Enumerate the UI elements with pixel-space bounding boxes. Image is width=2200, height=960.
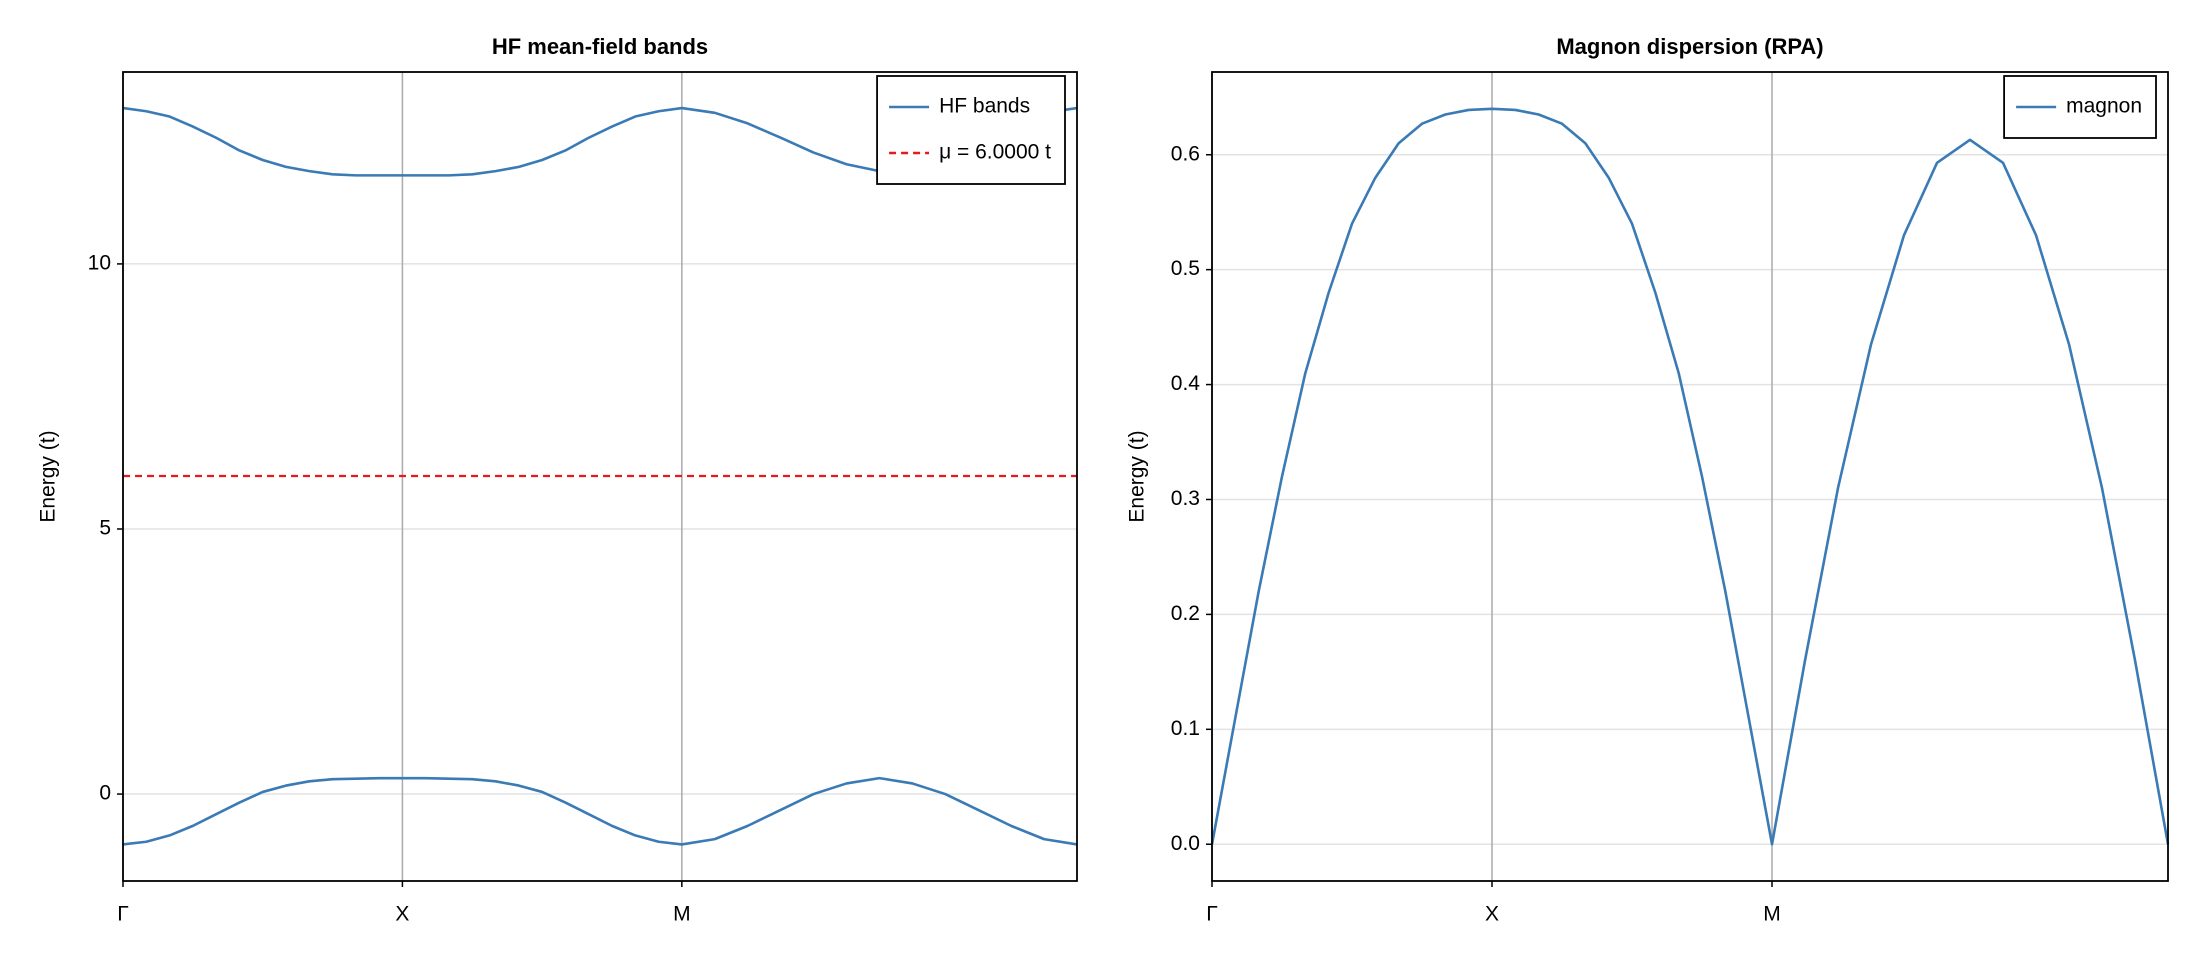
legend-label: μ = 6.0000 t (939, 141, 1051, 164)
panel: HF mean-field bands Energy (t) 0 5 10 Γ X M HF b… (37, 34, 1078, 926)
y-tick-label: 0.2 (1171, 602, 1200, 625)
legend-label: HF bands (939, 95, 1030, 118)
x-tick-label: Γ (1206, 903, 1218, 926)
x-tick-label: X (1485, 903, 1499, 926)
y-tick-label: 0.6 (1171, 142, 1200, 165)
plot-frame (1211, 71, 2169, 882)
y-tick-label: 5 (99, 517, 111, 540)
legend-box (876, 75, 1066, 185)
y-tick-label: 0.1 (1171, 717, 1200, 740)
y-axis-label: Energy (t) (1126, 430, 1149, 522)
y-tick-label: 0.0 (1171, 832, 1200, 855)
legend-label: magnon (2066, 95, 2142, 118)
y-tick-label: 0.3 (1171, 487, 1200, 510)
x-tick-label: M (1763, 903, 1781, 926)
series-line (122, 776, 1078, 846)
series-line (1210, 107, 2170, 846)
chart-title: Magnon dispersion (RPA) (1556, 34, 1823, 59)
y-axis-label: Energy (t) (37, 430, 60, 522)
x-tick-label: M (673, 903, 691, 926)
y-tick-label: 10 (88, 251, 111, 274)
plot-frame (122, 71, 1078, 882)
y-tick-label: 0 (99, 782, 111, 805)
x-tick-label: Γ (117, 903, 129, 926)
panel: Magnon dispersion (RPA) Energy (t) 0.0 0.1 0… (1126, 34, 2170, 926)
legend: HF bands μ = 6.0000 t (876, 75, 1066, 185)
x-tick-label: X (395, 903, 409, 926)
chart-title: HF mean-field bands (492, 34, 708, 59)
y-tick-label: 0.4 (1171, 372, 1201, 395)
y-tick-label: 0.5 (1171, 257, 1200, 280)
legend: magnon (2003, 75, 2157, 139)
